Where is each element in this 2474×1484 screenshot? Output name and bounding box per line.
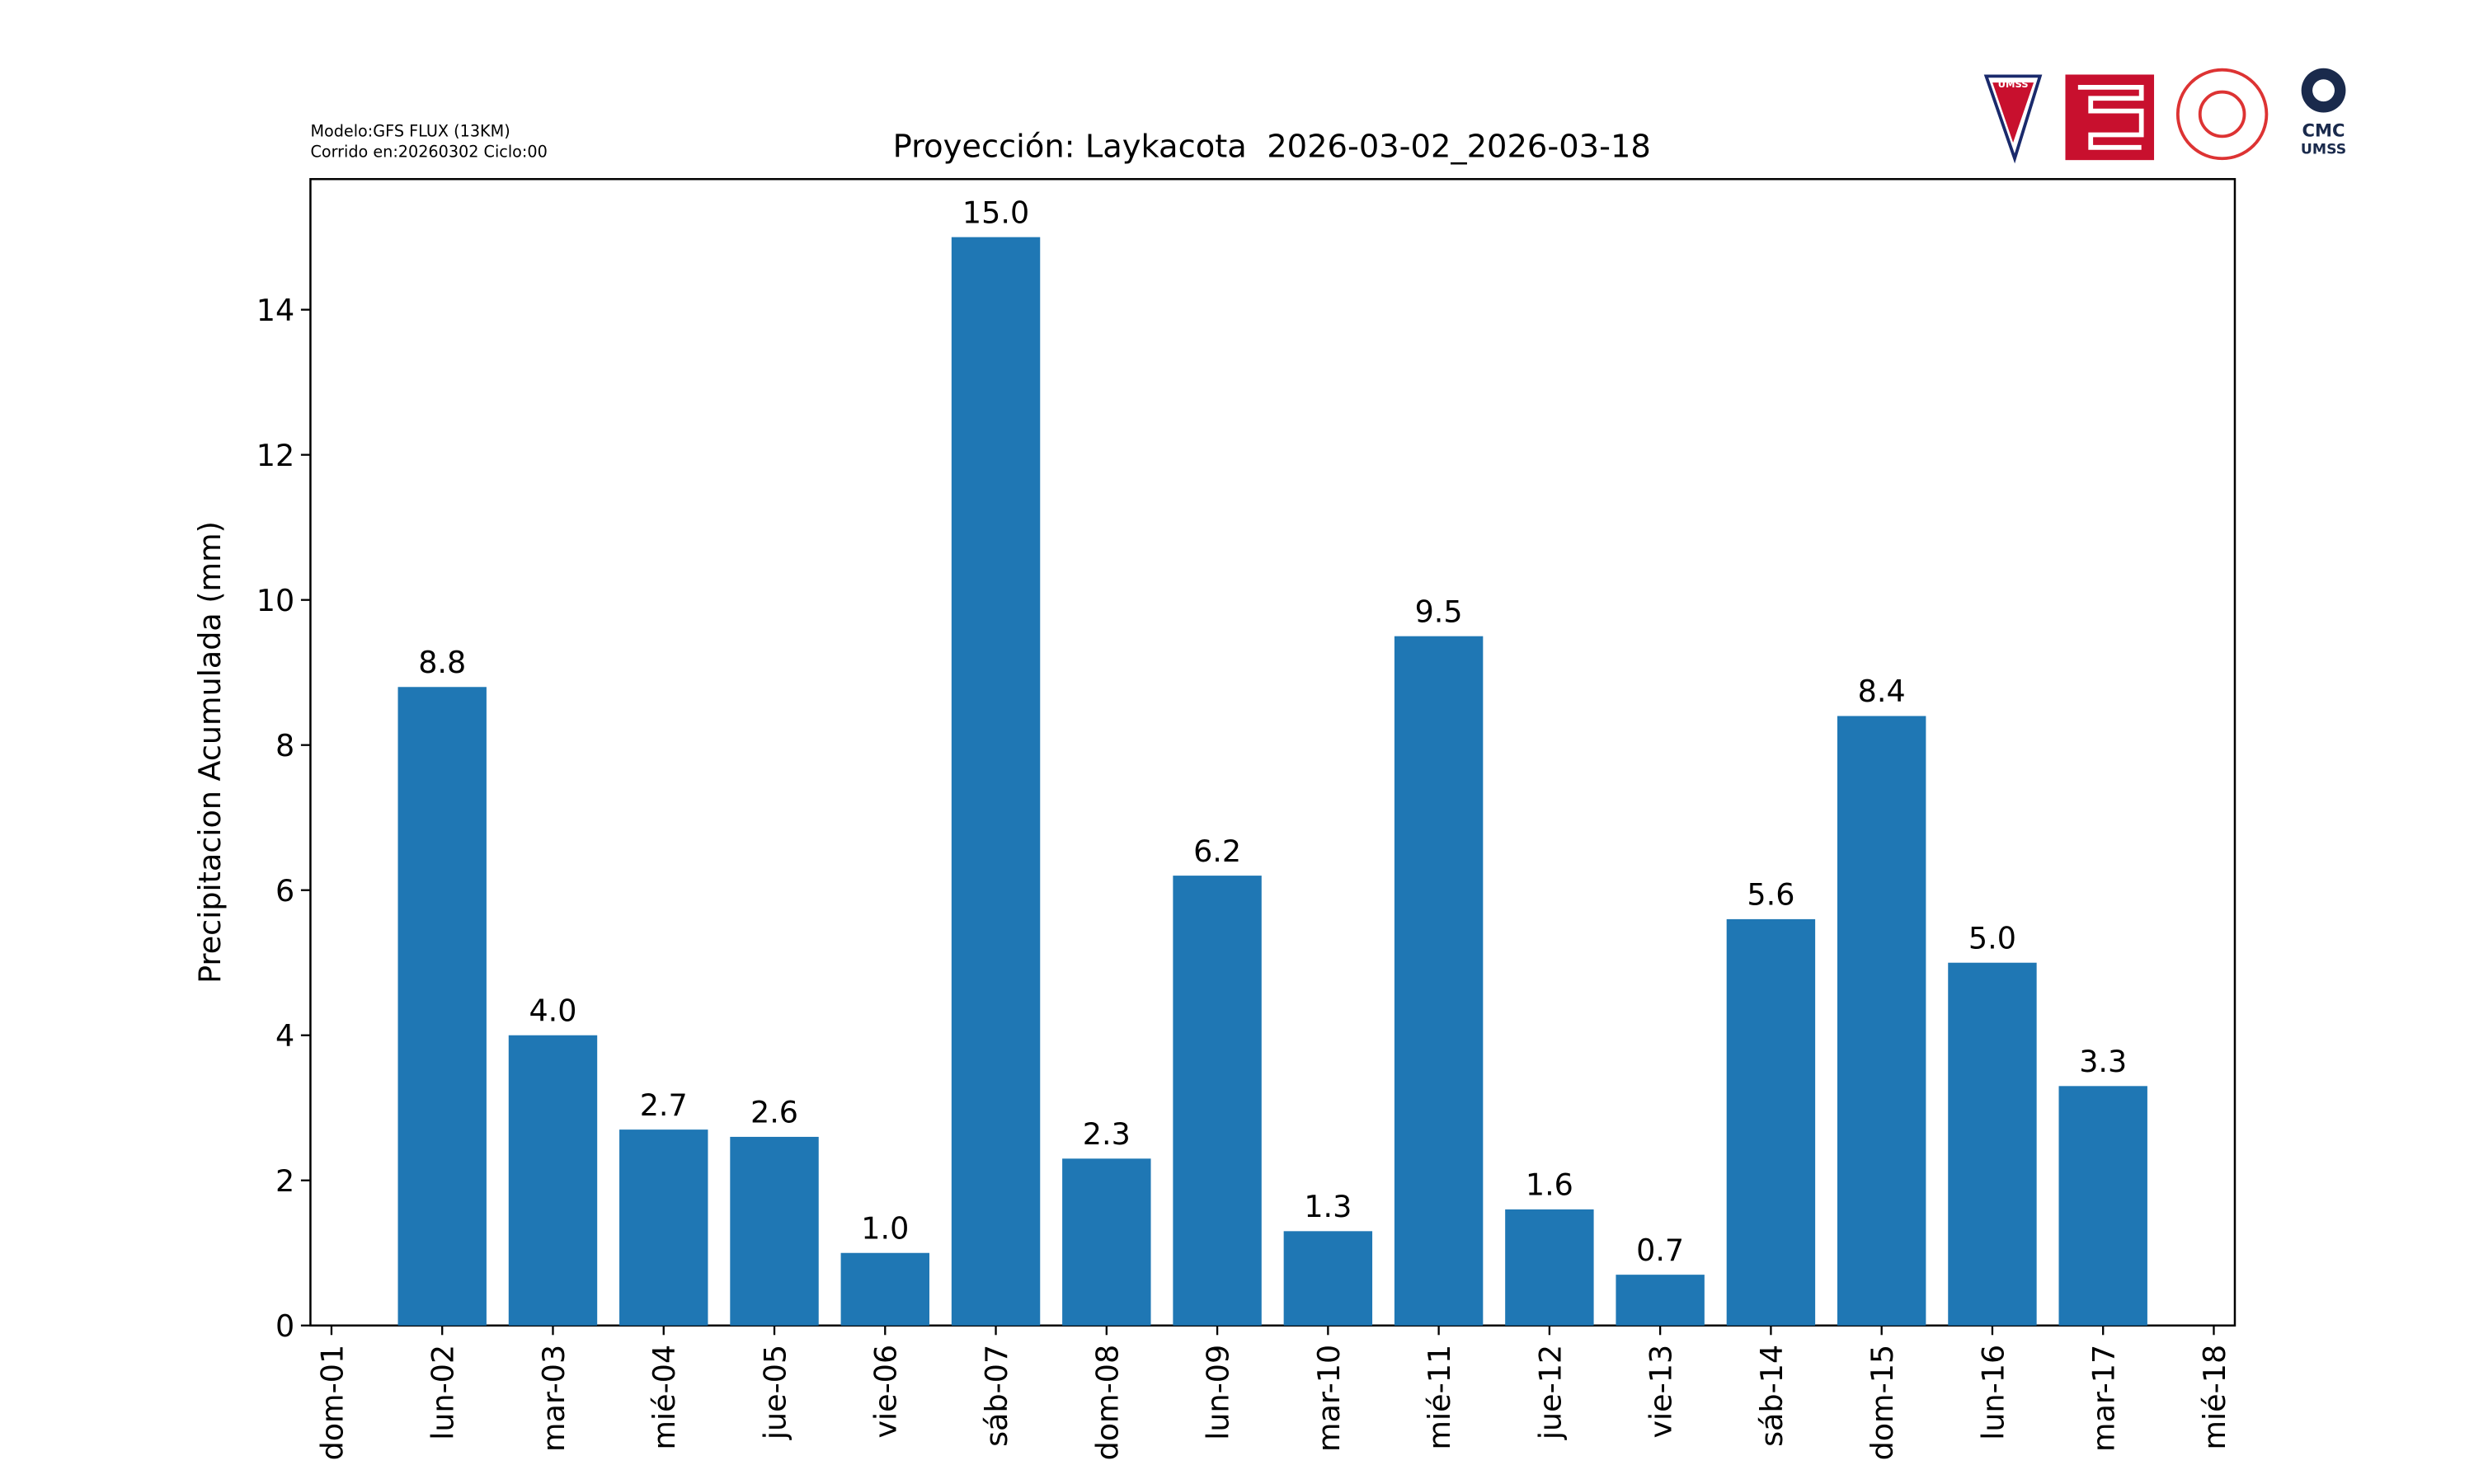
value-label: 1.6 [1526,1167,1573,1203]
x-tick-label: lun-16 [1975,1345,2011,1440]
bar [840,1252,929,1326]
x-tick-label: mié-04 [647,1345,682,1450]
logo-circle-inner [2198,90,2246,139]
plot-frame [309,177,2236,1327]
x-tick-label: lun-02 [426,1345,461,1440]
logos: UMSS CMC UMSS [1983,68,2346,164]
x-tick-label: lun-09 [1201,1345,1236,1440]
x-tick-label: mié-18 [2197,1345,2232,1450]
bar [951,237,1041,1326]
x-tick-label: vie-13 [1644,1345,1679,1439]
logo-lines [2077,84,2144,150]
bar [1616,1275,1705,1326]
x-tick-label: dom-01 [314,1345,350,1461]
value-label: 8.4 [1858,674,1906,709]
value-label: 15.0 [962,195,1029,230]
x-tick-label: sáb-07 [979,1345,1014,1447]
x-tick-label: jue-12 [1532,1345,1568,1440]
value-label: 0.7 [1636,1233,1684,1268]
x-tick-label: mar-03 [536,1345,571,1452]
x-tick-label: mié-11 [1422,1345,1457,1450]
y-axis-label: Precipitacion Acumulada (mm) [192,521,228,984]
value-label: 6.2 [1193,834,1241,869]
bar [619,1129,708,1326]
y-tick-label: 0 [275,1308,294,1344]
bar [1505,1209,1594,1326]
x-tick-label: vie-06 [868,1345,904,1439]
chart-title: Proyección: Laykacota 2026-03-02_2026-03… [893,128,1651,165]
y-tick-label: 14 [256,293,294,328]
bar [1948,962,2037,1326]
x-tick-label: dom-15 [1865,1345,1900,1461]
y-tick-label: 10 [256,583,294,618]
value-label: 3.3 [2079,1044,2127,1079]
logo-circle [2175,68,2269,161]
y-tick-label: 8 [275,728,294,763]
bar [2058,1086,2147,1326]
value-label: 2.3 [1083,1116,1131,1152]
y-tick-label: 4 [275,1018,294,1054]
value-label: 1.0 [861,1210,909,1246]
logo-text: CMC [2302,120,2345,140]
value-label: 1.3 [1304,1189,1352,1224]
value-label: 2.7 [640,1087,688,1123]
bar [1837,716,1926,1326]
bar [1283,1231,1373,1326]
bar [1394,636,1484,1326]
value-label: 9.5 [1415,594,1463,629]
bar [1726,918,1816,1326]
bar [397,687,487,1326]
x-tick-label: jue-05 [757,1345,793,1440]
x-tick-label: mar-17 [2086,1345,2122,1452]
bar [508,1035,598,1326]
bar [730,1136,819,1326]
value-label: 5.6 [1747,877,1794,913]
x-tick-label: dom-08 [1089,1345,1125,1461]
value-label: 2.6 [750,1095,798,1130]
y-tick-label: 2 [275,1163,294,1199]
value-label: 4.0 [529,993,576,1028]
value-label: 8.8 [418,645,466,680]
x-tick-label: mar-10 [1311,1345,1347,1452]
logo-shield-inner [1992,82,2034,143]
logo-text: UMSS [2301,141,2346,157]
logo-text: UMSS [1998,78,2029,90]
logo-cmc-inner [2312,79,2335,102]
annotation: Modelo:GFS FLUX (13KM) [310,121,510,140]
y-tick-label: 6 [275,873,294,909]
bar [1062,1158,1151,1326]
bar [1173,876,1262,1326]
x-tick-label: sáb-14 [1754,1345,1790,1447]
annotation: Corrido en:20260302 Ciclo:00 [310,142,547,161]
value-label: 5.0 [1968,920,2016,956]
y-tick-label: 12 [256,438,294,473]
